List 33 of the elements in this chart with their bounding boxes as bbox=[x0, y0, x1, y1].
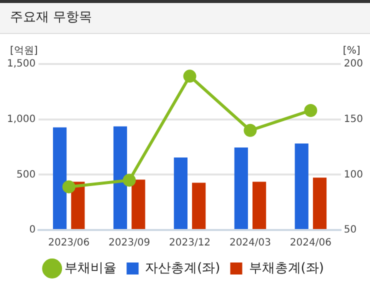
legend-label: 자산총계(좌) bbox=[145, 260, 220, 276]
bar bbox=[52, 127, 67, 229]
y2-tick-label: 50 bbox=[344, 224, 357, 236]
point bbox=[183, 70, 196, 83]
bar bbox=[312, 178, 327, 229]
bar bbox=[294, 143, 308, 229]
point bbox=[122, 174, 136, 187]
x-tick-label: 2024/06 bbox=[290, 238, 332, 249]
point bbox=[304, 104, 318, 117]
x-tick-label: 2024/03 bbox=[229, 238, 271, 249]
bar bbox=[113, 126, 128, 229]
legend-label: 부채총계(좌) bbox=[248, 260, 324, 276]
bar bbox=[174, 158, 188, 229]
chart-title: 주요재 무항목 bbox=[0, 0, 370, 34]
y-tick-label: 1,000 bbox=[6, 114, 36, 125]
bar bbox=[252, 182, 266, 229]
point bbox=[62, 180, 76, 194]
y2-tick-label: 150 bbox=[344, 114, 364, 125]
x-tick-label: 2023/06 bbox=[48, 238, 90, 249]
y-axis-title: [억원] bbox=[10, 46, 38, 57]
y2-axis-title: [%] bbox=[342, 46, 360, 57]
y-tick-label: 0 bbox=[29, 224, 36, 236]
bar bbox=[234, 148, 248, 229]
y-tick-label: 1,500 bbox=[6, 58, 36, 70]
bar bbox=[192, 182, 206, 229]
y2-tick-label: 100 bbox=[344, 169, 364, 180]
bar bbox=[132, 180, 146, 229]
y2-tick-label: 200 bbox=[344, 58, 364, 70]
point bbox=[244, 124, 257, 137]
x-tick-label: 2023/09 bbox=[108, 238, 150, 249]
y-tick-label: 500 bbox=[16, 169, 36, 180]
legend-label: 부채비율 bbox=[64, 260, 117, 276]
x-tick-label: 2023/12 bbox=[168, 238, 211, 249]
